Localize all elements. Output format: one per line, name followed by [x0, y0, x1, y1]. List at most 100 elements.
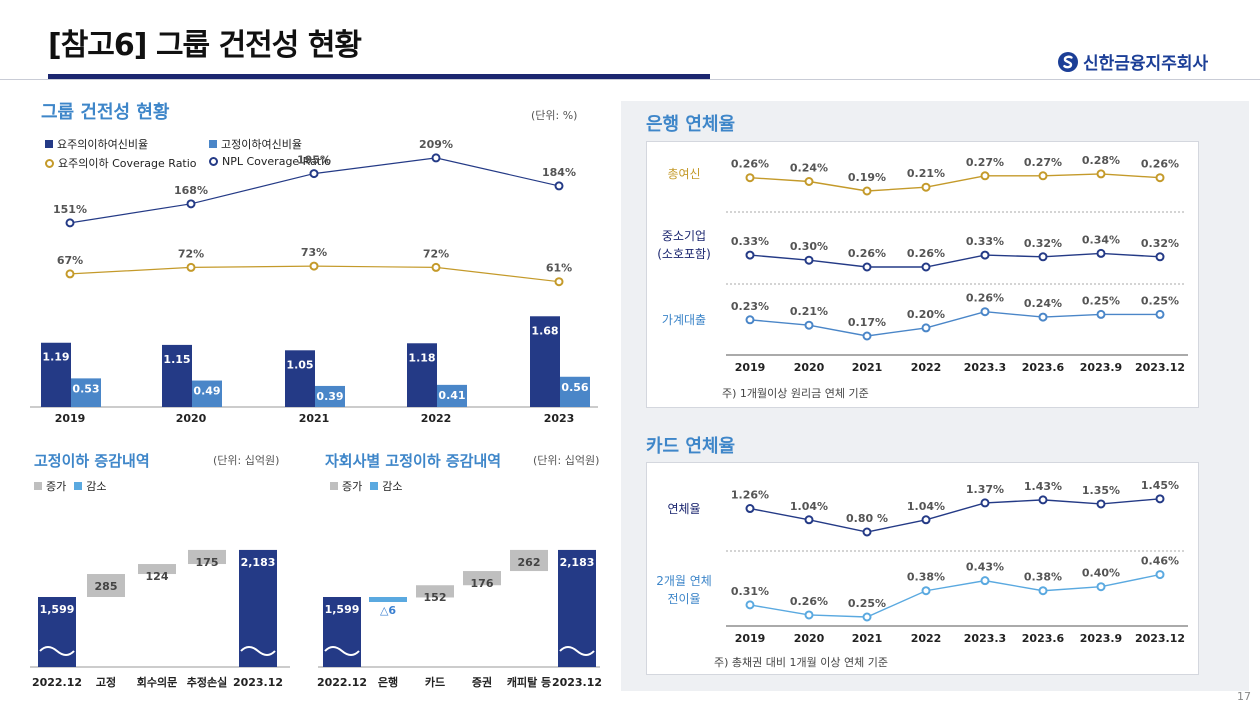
legend-item-increase: 증가 감소: [330, 478, 403, 494]
legend-marker-icon: [209, 157, 218, 166]
precautionary-coverage-point: [309, 261, 319, 271]
series-point: [980, 576, 990, 586]
waterfall-value-label: 1,599: [325, 603, 360, 616]
bar-precautionary-ratio: [530, 316, 560, 407]
page-title: [참고6] 그룹 건전성 현황: [48, 28, 362, 63]
series-point: [1155, 173, 1165, 183]
series-point: [1096, 309, 1106, 319]
waterfall-increase-bar: [510, 549, 548, 572]
series-point: [1155, 252, 1165, 262]
point-value-label: 0.46%: [1141, 555, 1179, 568]
waterfall-increase-bar: [87, 574, 125, 597]
waterfall-value-label: 285: [95, 580, 118, 593]
series-point: [804, 610, 814, 620]
legend-label: 증가: [46, 480, 67, 493]
npl-coverage-label: 151%: [53, 203, 87, 216]
bar-precautionary-ratio: [407, 343, 437, 407]
x-tick-label: 2021: [299, 412, 330, 425]
precautionary-coverage-label: 61%: [546, 262, 572, 275]
point-value-label: 1.37%: [966, 483, 1004, 496]
x-tick-label: 2022: [421, 412, 452, 425]
waterfall-value-label: 262: [518, 556, 541, 569]
point-value-label: 0.26%: [966, 292, 1004, 305]
series-point: [862, 331, 872, 341]
series-point: [1096, 499, 1106, 509]
title-underline: [48, 74, 710, 79]
series-point: [980, 307, 990, 317]
bar-label: 1.15: [163, 353, 190, 366]
npl-coverage-point: [309, 169, 319, 179]
x-tick-label: 2019: [55, 412, 86, 425]
x-tick-label: 증권: [472, 676, 492, 689]
header-divider: [0, 79, 1260, 80]
bar-label: 0.41: [438, 389, 465, 402]
x-tick-label: 2023.3: [964, 361, 1006, 374]
legend-swatch-icon: [330, 482, 338, 490]
series-point: [1038, 312, 1048, 322]
group-chart-title: 그룹 건전성 현황: [41, 102, 170, 123]
npl-coverage-point: [65, 218, 75, 228]
x-tick-label: 2023.12: [1135, 632, 1185, 645]
x-tick-label: 2023.6: [1022, 632, 1065, 645]
series-point: [745, 173, 755, 183]
series-point: [804, 515, 814, 525]
x-tick-label: 2019: [735, 632, 766, 645]
point-value-label: 0.38%: [907, 571, 945, 584]
subsidiary-change-title: 자회사별 고정이하 증감내역: [325, 452, 502, 470]
x-tick-label: 2023.12: [552, 676, 602, 689]
precautionary-coverage-point: [431, 262, 441, 272]
series-point: [804, 255, 814, 265]
series-line: [749, 310, 1160, 337]
precautionary-coverage-point: [65, 269, 75, 279]
point-value-label: 0.24%: [790, 162, 828, 175]
legend-item-precautionary: 요주의이하여신비율: [45, 136, 148, 152]
npl-coverage-point: [554, 181, 564, 191]
legend-label: 감소: [382, 480, 403, 493]
series-label: 2개월 연체: [656, 574, 712, 588]
legend-label: NPL Coverage Ratio: [222, 155, 331, 168]
waterfall-value-label: 175: [196, 556, 219, 569]
group-unit: (단위: %): [531, 109, 578, 122]
waterfall-value-label: 1,599: [40, 603, 75, 616]
x-tick-label: 2022.12: [317, 676, 367, 689]
legend-item-npl-coverage: NPL Coverage Ratio: [209, 155, 331, 168]
npl-coverage-label: 209%: [419, 138, 453, 151]
point-value-label: 0.21%: [907, 167, 945, 180]
series-label: 연체율: [667, 502, 700, 516]
x-tick-label: 2023.12: [233, 676, 283, 689]
point-value-label: 0.17%: [848, 316, 886, 329]
point-value-label: 0.33%: [966, 235, 1004, 248]
x-tick-label: 2023: [544, 412, 575, 425]
card-note: 주) 총채권 대비 1개월 이상 연체 기준: [714, 656, 888, 669]
point-value-label: 1.45%: [1141, 479, 1179, 492]
precautionary-coverage-point: [554, 277, 564, 287]
x-tick-label: 회수의문: [137, 675, 177, 689]
legend-label: 감소: [86, 480, 107, 493]
legend-item-increase: 증가 감소: [34, 478, 107, 494]
x-tick-label: 2022: [911, 632, 942, 645]
page-number: 17: [1237, 690, 1251, 703]
point-value-label: 0.31%: [731, 585, 769, 598]
precautionary-coverage-label: 67%: [57, 254, 83, 267]
x-tick-label: 은행: [378, 675, 398, 689]
series-point: [921, 323, 931, 333]
bar-label: 0.49: [193, 385, 220, 398]
waterfall-value-label: 2,183: [241, 556, 276, 569]
npl-change-unit: (단위: 십억원): [213, 454, 280, 467]
series-point: [862, 612, 872, 622]
point-value-label: 0.33%: [731, 235, 769, 248]
point-value-label: 0.30%: [790, 240, 828, 253]
bar-precautionary-ratio: [285, 350, 315, 407]
waterfall-value-label: 124: [146, 570, 169, 583]
legend-swatch-icon: [45, 140, 53, 148]
legend-marker-icon: [45, 158, 54, 168]
point-value-label: 0.20%: [907, 308, 945, 321]
x-tick-label: 2022: [911, 361, 942, 374]
x-tick-label: 캐피탈 등: [507, 675, 551, 689]
waterfall-increase-bar: [138, 564, 176, 575]
point-value-label: 0.25%: [1141, 294, 1179, 307]
series-point: [921, 262, 931, 272]
series-point: [745, 600, 755, 610]
bank-delinquency-title: 은행 연체율: [646, 114, 736, 135]
